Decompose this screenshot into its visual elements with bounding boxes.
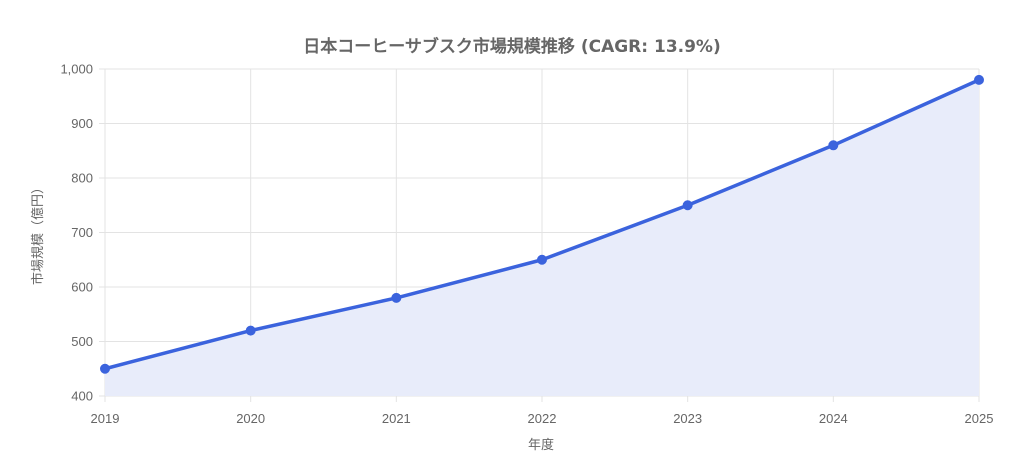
x-tick-label: 2022 <box>528 411 557 426</box>
y-tick-label: 1,000 <box>60 62 93 77</box>
x-tick-label: 2023 <box>673 411 702 426</box>
x-tick-label: 2024 <box>819 411 848 426</box>
y-tick-label: 400 <box>71 389 93 404</box>
x-tick-labels: 2019 2020 2021 2022 2023 2024 2025 <box>91 411 994 426</box>
data-point-2024[interactable] <box>828 140 839 151</box>
y-tick-label: 800 <box>71 171 93 186</box>
data-point-2025[interactable] <box>974 74 984 85</box>
y-tick-label: 600 <box>71 280 93 295</box>
y-tick-label: 900 <box>71 116 93 131</box>
x-tick-label: 2021 <box>382 411 411 426</box>
x-axis-label: 年度 <box>528 437 554 453</box>
y-axis-label: 市場規模（億円） <box>30 181 46 285</box>
x-tick-label: 2019 <box>91 411 120 426</box>
area-fill-layer <box>105 79 979 397</box>
data-point-2023[interactable] <box>682 200 693 211</box>
x-tick-label: 2025 <box>965 411 994 426</box>
area-fill <box>105 79 979 397</box>
data-point-2020[interactable] <box>245 325 256 336</box>
y-tick-label: 700 <box>71 225 93 240</box>
y-tick-label: 500 <box>71 334 93 349</box>
data-point-2021[interactable] <box>391 292 402 303</box>
x-tick-label: 2020 <box>236 411 265 426</box>
data-points-layer <box>100 74 984 374</box>
chart-title: 日本コーヒーサブスク市場規模推移 (CAGR: 13.9%) <box>303 36 721 57</box>
data-point-2022[interactable] <box>537 254 547 265</box>
y-tick-labels: 400 500 600 700 800 900 1,000 <box>60 62 93 404</box>
data-point-2019[interactable] <box>100 363 110 374</box>
